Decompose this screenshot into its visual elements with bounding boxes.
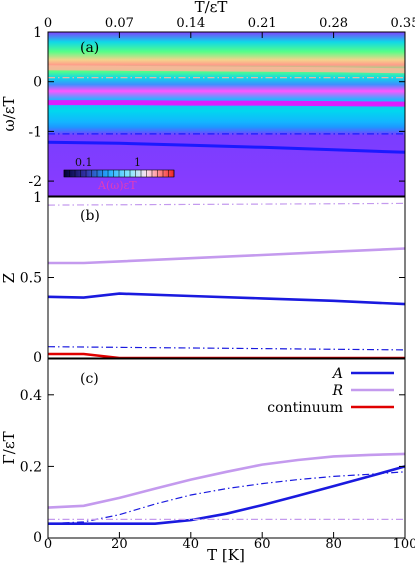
colorbar-title: A(ω)εT [97, 179, 137, 192]
heatmap-band-1 [48, 100, 406, 107]
panel-a-label: (a) [80, 40, 99, 56]
top-tick-label: 0.35 [391, 16, 415, 31]
y-tick-label: 0 [33, 75, 42, 91]
top-axis-title: T/εT [195, 0, 228, 16]
gamma-series-0 [47, 452, 406, 509]
top-tick-label: 0.21 [248, 16, 277, 31]
x-tick-label: 100 [393, 537, 415, 552]
x-tick-label: 80 [325, 537, 342, 552]
x-tick-label: 20 [111, 537, 128, 552]
z-series-2 [47, 292, 406, 306]
y-tick-label: 0 [33, 350, 42, 366]
z-series-3 [47, 346, 406, 351]
panel-b-ylabel: Z [0, 273, 18, 283]
panel-c-series [47, 452, 406, 526]
panel-a-frame [47, 31, 406, 197]
panel-c-background [48, 359, 405, 538]
panel-a-heatmap: (a) 0.1 1 A(ω)εT 0 0.07 0.14 0.21 0.28 0.35 1… [0, 0, 415, 197]
panel-b-y-ticks: 00.51 [20, 190, 405, 366]
panel-c-label: (c) [80, 371, 99, 387]
y-tick-label: 1 [33, 25, 42, 41]
gamma-series-2 [47, 471, 406, 525]
y-tick-label: -1 [28, 124, 42, 140]
heatmap-bands [47, 65, 406, 107]
top-tick-label: 0.14 [176, 16, 205, 31]
heatmap-band-0 [47, 65, 406, 74]
top-tick-label: 0 [44, 16, 52, 31]
x-tick-label: 0 [44, 537, 52, 552]
y-tick-label: 0.2 [20, 459, 42, 475]
panel-c-y-ticks: 0 0.2 0.4 [20, 388, 405, 546]
heatmap-lines [47, 77, 406, 154]
panel-b-background [48, 197, 405, 358]
legend-label: continuum [267, 400, 343, 416]
top-axis-ticks: 0 0.07 0.14 0.21 0.28 0.35 [44, 16, 415, 38]
y-tick-label: 0.5 [20, 271, 42, 287]
y-tick-label: 0.4 [20, 388, 42, 404]
heatmap-area [48, 32, 405, 196]
colorbar: 0.1 1 A(ω)εT [63, 156, 175, 192]
panel-c-x-ticks: 0 20 40 60 80 100 [44, 532, 415, 552]
top-tick-label: 0.28 [319, 16, 348, 31]
y-tick-label: -2 [28, 174, 42, 190]
legend-label: A [331, 366, 343, 382]
colorbar-ticks [63, 170, 175, 177]
y-tick-label: 1 [33, 190, 42, 206]
y-tick-label: 0 [33, 530, 42, 546]
panel-c-ylabel: Γ/εT [0, 431, 18, 464]
panel-b-label: (b) [80, 208, 100, 224]
legend-label: R [331, 383, 343, 399]
panel-c-frame [47, 358, 406, 539]
top-tick-label: 0.07 [105, 16, 134, 31]
x-tick-label: 60 [254, 537, 271, 552]
z-series-0 [47, 202, 406, 206]
gamma-series-1 [48, 465, 406, 526]
panel-a-ylabel: ω/εT [0, 96, 18, 131]
panel-a-y-ticks: 1 0 -1 -2 [28, 25, 405, 190]
heatmap-line-0 [47, 140, 406, 154]
panel-b-z: (b) 00.51 Z [0, 190, 406, 366]
panel-c-xlabel: T [K] [207, 546, 245, 564]
colorbar-tick-label-high: 1 [134, 156, 141, 169]
colorbar-tick-label-low: 0.1 [75, 156, 93, 169]
x-tick-label: 40 [183, 537, 200, 552]
z-series-1 [48, 247, 406, 265]
